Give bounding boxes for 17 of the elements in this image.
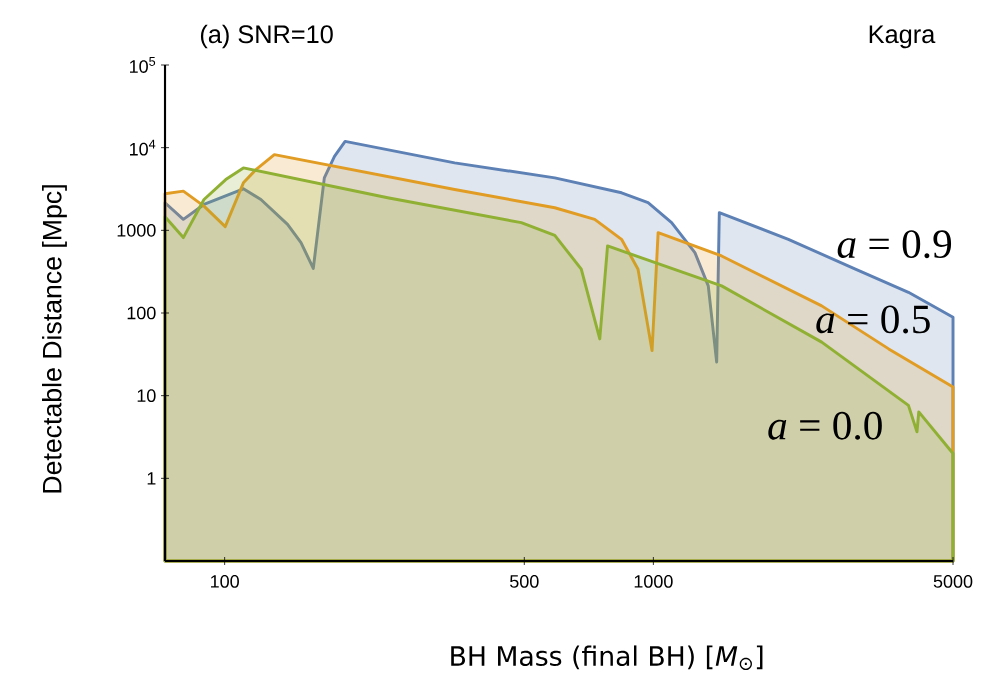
y-tick-label: 1000	[117, 223, 156, 237]
series-label: a = 0.0	[768, 411, 882, 440]
x-tick-label: 100	[211, 575, 239, 588]
y-axis-title: Detectable Distance [Mpc]	[42, 185, 67, 493]
chart-title: (a) SNR=10	[200, 24, 333, 49]
y-tick-label: 1	[147, 472, 156, 485]
x-tick-label: 500	[510, 575, 539, 588]
x-tick-label: 5000	[933, 575, 973, 588]
series-label: a = 0.9	[837, 230, 952, 259]
x-tick-label: 1000	[634, 575, 673, 588]
text: Kagra	[869, 25, 936, 49]
x-axis-title: BH Mass (final BH) [M$_{⊙}$]	[451, 645, 763, 671]
series-label: a = 0.5	[816, 305, 930, 334]
y-tick-label: 10$^{5}$	[130, 57, 156, 73]
y-tick-label: 10	[137, 389, 156, 403]
y-tick-label: 10$^{4}$	[130, 139, 156, 156]
y-tick-label: 100	[127, 306, 156, 320]
